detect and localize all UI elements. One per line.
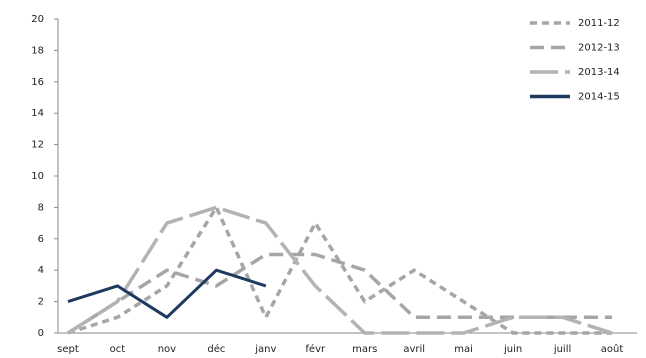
series-line (67, 252, 612, 335)
legend-label: 2014-15 (578, 92, 620, 103)
x-tick-label: déc (207, 343, 225, 354)
x-tick-label: août (601, 343, 624, 354)
y-tick-label: 8 (38, 202, 44, 213)
y-tick-label: 0 (38, 328, 44, 339)
series-line (67, 268, 267, 319)
x-tick-label: juill (553, 344, 571, 354)
y-tick-label: 10 (31, 171, 44, 182)
y-tick-label: 12 (31, 140, 44, 151)
x-tick-label: juin (503, 344, 522, 354)
x-tick-label: janv (254, 344, 276, 354)
x-tick-label: avril (403, 344, 425, 354)
y-tick-label: 6 (38, 234, 44, 245)
y-tick-label: 18 (31, 45, 44, 56)
series-line (67, 205, 612, 335)
y-tick-label: 2 (38, 297, 44, 308)
x-tick-label: févr (305, 343, 326, 354)
x-tick-label: sept (57, 344, 79, 354)
y-tick-label: 4 (38, 265, 44, 276)
y-tick-label: 20 (31, 14, 44, 25)
x-tick-label: mai (454, 344, 473, 354)
y-tick-label: 16 (31, 77, 44, 88)
legend-label: 2013-14 (578, 67, 620, 78)
x-tick-label: nov (158, 344, 176, 354)
series-line (67, 205, 613, 335)
legend-label: 2011-12 (578, 18, 620, 29)
x-tick-label: mars (352, 344, 377, 354)
legend-label: 2012-13 (578, 43, 620, 54)
x-tick-label: oct (110, 344, 126, 354)
y-tick-label: 14 (31, 108, 44, 119)
